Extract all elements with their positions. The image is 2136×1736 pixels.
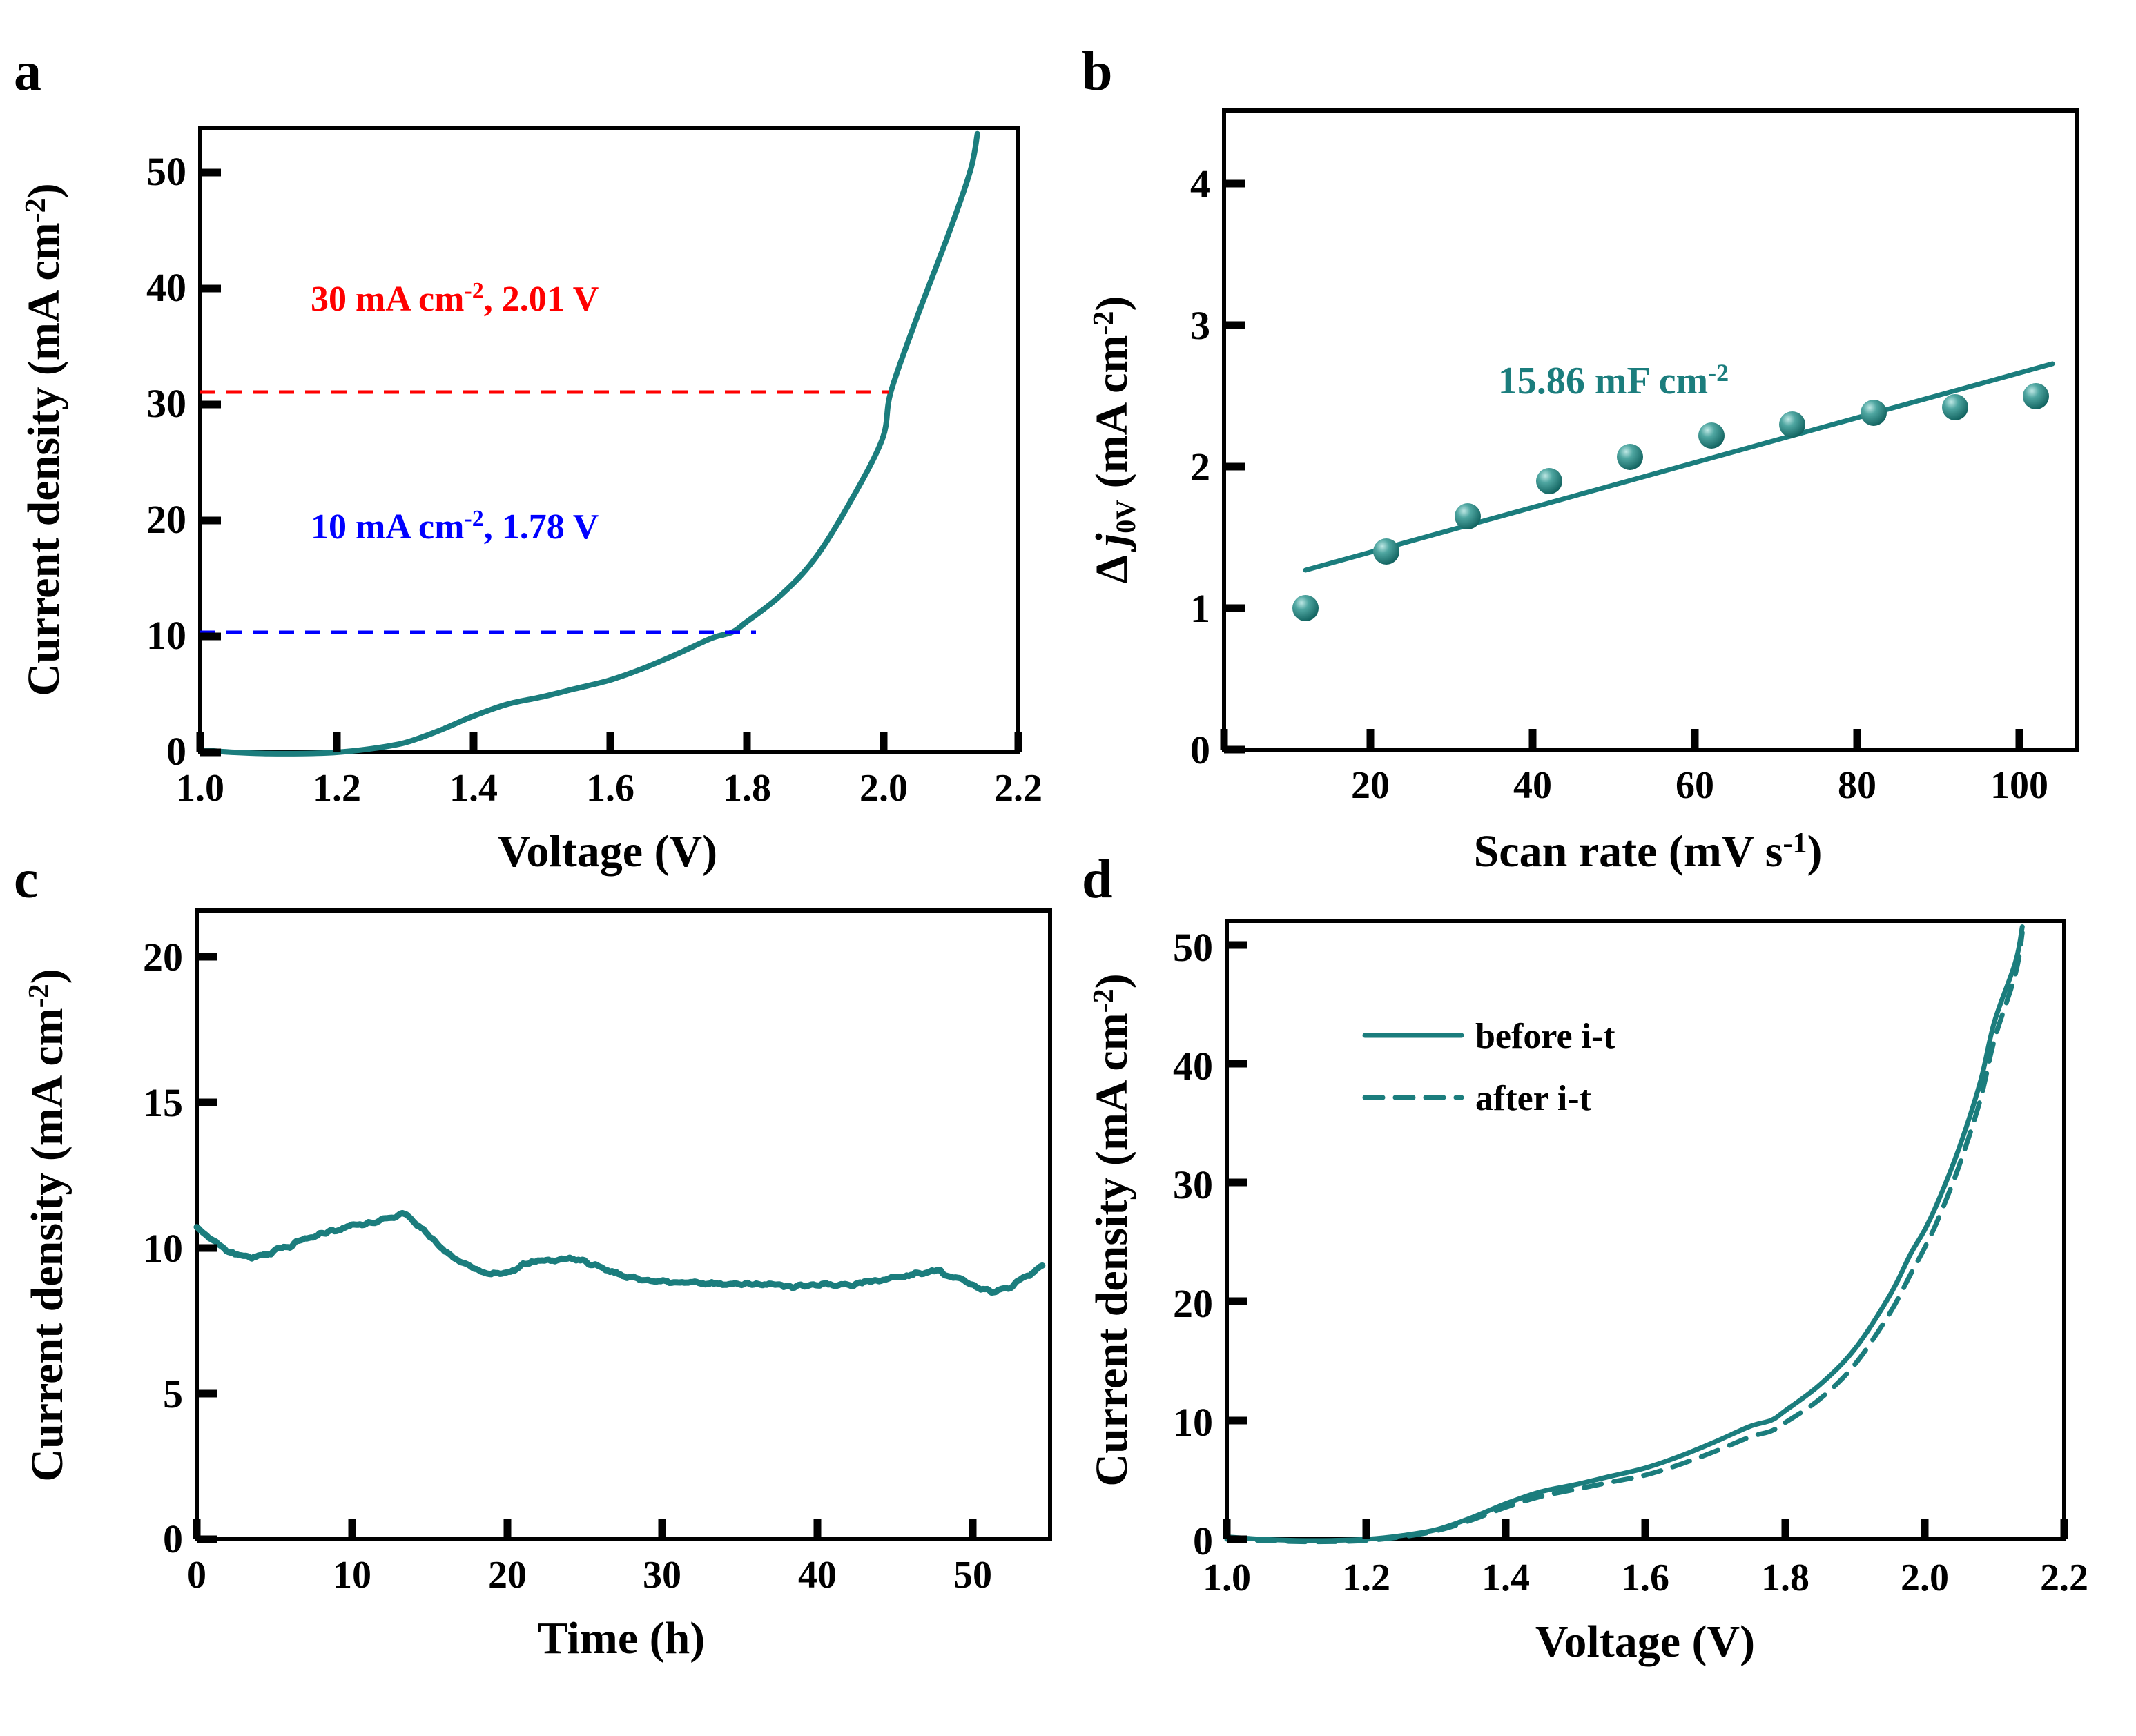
svg-text:d: d [1082,849,1113,910]
svg-text:2: 2 [1190,445,1210,489]
svg-text:50: 50 [953,1554,992,1597]
svg-text:50: 50 [146,149,186,194]
svg-text:before i-t: before i-t [1475,1017,1615,1056]
svg-text:Current density (mA cm-2): Current density (mA cm-2) [1087,973,1137,1486]
svg-text:1: 1 [1190,586,1210,631]
svg-text:100: 100 [1990,764,2048,807]
svg-text:1.8: 1.8 [723,767,771,810]
svg-text:10: 10 [146,613,186,658]
svg-text:1.2: 1.2 [313,767,361,810]
svg-text:30: 30 [146,381,186,426]
svg-text:20: 20 [1351,764,1390,807]
svg-text:40: 40 [798,1554,837,1597]
svg-text:30 mA cm-2, 2.01 V: 30 mA cm-2, 2.01 V [311,278,599,319]
svg-text:0: 0 [187,1554,206,1597]
svg-text:c: c [14,849,39,910]
svg-text:Voltage (V): Voltage (V) [1535,1617,1755,1667]
svg-text:Current density (mA cm-2): Current density (mA cm-2) [22,968,72,1481]
svg-text:2.2: 2.2 [2040,1557,2088,1599]
svg-text:3: 3 [1190,303,1210,348]
svg-text:2.0: 2.0 [860,767,908,810]
svg-text:0: 0 [163,1516,183,1561]
svg-text:40: 40 [1513,764,1552,807]
svg-text:4: 4 [1190,162,1210,206]
svg-text:5: 5 [163,1372,183,1416]
svg-text:50: 50 [1173,925,1213,970]
svg-text:b: b [1082,41,1113,102]
svg-text:2.2: 2.2 [994,767,1042,810]
svg-text:20: 20 [146,497,186,542]
svg-text:1.2: 1.2 [1342,1557,1390,1599]
svg-text:1.4: 1.4 [449,767,498,810]
svg-text:80: 80 [1838,764,1876,807]
svg-text:a: a [14,41,41,102]
svg-text:30: 30 [1173,1162,1213,1207]
svg-text:40: 40 [146,265,186,310]
svg-text:20: 20 [488,1554,527,1597]
svg-text:30: 30 [643,1554,681,1597]
svg-text:10: 10 [143,1226,183,1271]
svg-text:60: 60 [1676,764,1714,807]
svg-text:15: 15 [143,1080,183,1125]
svg-text:after i-t: after i-t [1475,1079,1592,1118]
svg-text:10: 10 [1173,1400,1213,1445]
svg-text:2.0: 2.0 [1901,1557,1949,1599]
svg-text:20: 20 [1173,1281,1213,1326]
svg-text:1.6: 1.6 [1621,1557,1669,1599]
svg-text:1.6: 1.6 [586,767,634,810]
svg-text:1.0: 1.0 [1203,1557,1251,1599]
svg-text:1.0: 1.0 [176,767,224,810]
svg-text:40: 40 [1173,1044,1213,1089]
svg-text:0: 0 [1190,728,1210,772]
svg-text:20: 20 [143,935,183,979]
svg-text:1.8: 1.8 [1761,1557,1809,1599]
svg-text:1.4: 1.4 [1482,1557,1530,1599]
svg-text:Δ j0V (mA cm-2): Δ j0V (mA cm-2) [1087,296,1141,584]
svg-text:Time (h): Time (h) [538,1613,706,1664]
svg-text:15.86 mF cm-2: 15.86 mF cm-2 [1498,359,1729,402]
svg-text:10: 10 [333,1554,371,1597]
svg-text:Current density (mA cm-2): Current density (mA cm-2) [19,183,69,696]
svg-text:10 mA cm-2, 1.78 V: 10 mA cm-2, 1.78 V [311,506,599,547]
